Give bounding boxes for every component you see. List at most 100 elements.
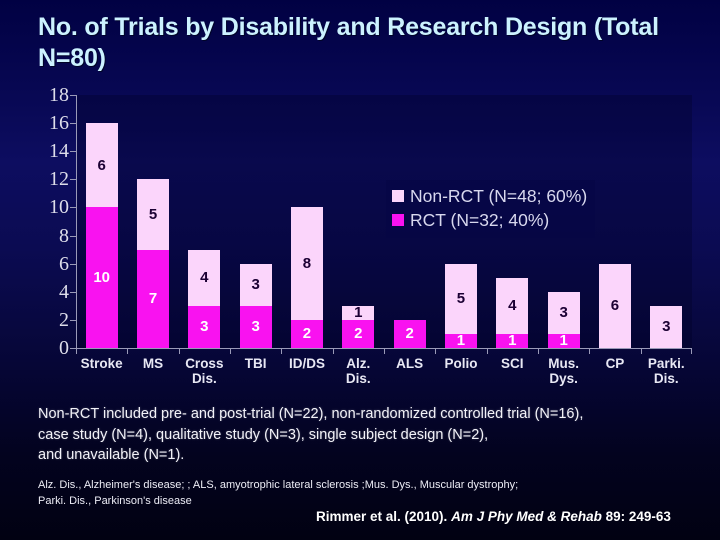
bar-value-label-rct: 3 [251,318,260,336]
bar-value-label-rct: 1 [456,332,466,350]
y-axis-tick-label: 2 [59,308,69,331]
bar-value-label-nonrct: 4 [200,269,209,287]
bar-segment-nonrct[interactable]: 3 [650,305,683,348]
y-axis-tick-mark [70,263,76,265]
bar-segment-rct[interactable]: 2 [291,319,323,348]
chart-legend: Non-RCT (N=48; 60%) RCT (N=32; 40%) [386,180,596,238]
bar-value-label-rct: 7 [148,290,158,308]
bar-value-label-nonrct: 6 [97,156,106,174]
bar-segment-nonrct[interactable]: 4 [496,277,529,334]
y-axis-tick-label: 0 [59,337,69,359]
x-axis-tick-mark [383,348,435,354]
y-axis-tick-mark [70,319,76,321]
bar-value-label-rct: 10 [93,269,110,287]
x-axis-tick-mark [76,348,127,354]
citation-journal: Am J Phy Med & Rehab [451,509,602,524]
footnote-line-1: Non-RCT included pre- and post-trial (N=… [38,406,584,422]
bar-segment-nonrct[interactable]: 3 [547,291,580,334]
bar-segment-rct[interactable]: 1 [445,332,477,350]
bar-value-label-nonrct: 6 [610,297,620,315]
x-axis-label-9: Mus. Dys. [548,356,579,387]
y-axis-tick-label: 14 [49,140,69,163]
bar-value-label-nonrct: 8 [302,255,312,273]
stacked-bar[interactable]: 3 [650,305,683,348]
bar-segment-rct[interactable]: 2 [393,319,426,348]
x-axis-tick-mark [127,348,178,354]
y-axis-tick-mark [70,235,76,237]
y-axis-tick-mark [70,95,76,96]
bar-segment-rct[interactable]: 7 [137,249,169,348]
bar-segment-rct[interactable]: 10 [85,207,118,348]
x-axis-label-3: TBI [244,356,267,371]
x-axis-tick-mark [486,348,538,354]
bar-chart: 18 16 14 12 10 8 6 4 2 0 6 10 5 7 4 3 3 3 8 2 1 2 2 5 1 4 1 3 1 6 3 S… [30,84,698,394]
legend-item-label: Non-RCT (N=48; 60%) [410,185,588,206]
bar-value-label-rct: 3 [200,318,209,336]
bar-segment-nonrct[interactable]: 1 [342,304,375,322]
stacked-bar[interactable]: 6 10 [85,123,118,348]
bar-segment-nonrct[interactable]: 8 [291,207,323,320]
bar-category: 3 [641,95,692,348]
bar-segment-nonrct[interactable]: 4 [188,249,221,306]
bar-segment-rct[interactable]: 3 [188,305,221,348]
abbreviations-note: Alz. Dis., Alzheimer's disease; ; ALS, a… [38,478,698,510]
bar-value-label-rct: 2 [354,325,363,343]
x-axis-label-2: Cross Dis. [185,356,224,387]
x-axis-label-7: Polio [444,356,478,371]
y-axis-tick-mark [70,207,76,209]
bar-value-label-nonrct: 4 [508,297,517,315]
bar-segment-nonrct[interactable]: 5 [137,179,169,250]
bar-value-label-nonrct: 3 [251,276,260,294]
y-axis-tick-label: 12 [49,168,69,191]
x-axis-tick-mark [281,348,332,354]
citation-authors-year: Rimmer et al. (2010). [316,509,448,524]
x-axis-ticks [76,348,693,354]
bar-segment-rct[interactable]: 1 [496,333,529,348]
y-axis-tick-label: 10 [49,196,69,219]
x-axis-label-10: CP [605,356,625,371]
footnote-line-3: and unavailable (N=1). [38,447,185,464]
legend-item[interactable]: Non-RCT (N=48; 60%) [392,184,587,208]
bar-value-label-rct: 2 [302,325,312,343]
bar-segment-nonrct[interactable]: 6 [85,123,118,208]
x-axis-label-6: ALS [396,356,424,371]
bar-segment-nonrct[interactable]: 6 [599,263,631,348]
bar-value-label-rct: 2 [405,325,414,343]
bar-value-label-nonrct: 1 [354,304,363,322]
y-axis-tick-label: 18 [49,84,69,106]
legend-item[interactable]: RCT (N=32; 40%) [392,208,587,232]
stacked-bar[interactable]: 6 [599,263,631,348]
bar-segment-rct[interactable]: 3 [239,305,272,348]
bar-segment-nonrct[interactable]: 5 [445,263,477,334]
abbreviations-line-2: Parki. Dis., Parkinson's disease [38,494,192,507]
x-axis-tick-mark [640,348,693,354]
x-axis-tick-mark [229,348,281,354]
bar-value-label-nonrct: 3 [559,304,568,322]
y-axis-tick-label: 6 [59,252,69,275]
bar-segment-nonrct[interactable]: 3 [239,263,272,306]
bar-segment-rct[interactable]: 1 [547,333,580,348]
source-citation: Rimmer et al. (2010). Am J Phy Med & Reh… [316,509,671,524]
bar-category: 6 [589,95,640,348]
abbreviations-line-1: Alz. Dis., Alzheimer's disease; ; ALS, a… [38,479,519,491]
citation-volume-pages: 89: 249-63 [605,509,671,524]
bar-value-label-nonrct: 5 [456,290,466,308]
x-axis-tick-mark [435,348,486,354]
bar-segment-rct[interactable]: 2 [342,319,375,348]
stacked-bar[interactable]: 2 [393,319,426,348]
y-axis-tick-mark [70,151,76,153]
